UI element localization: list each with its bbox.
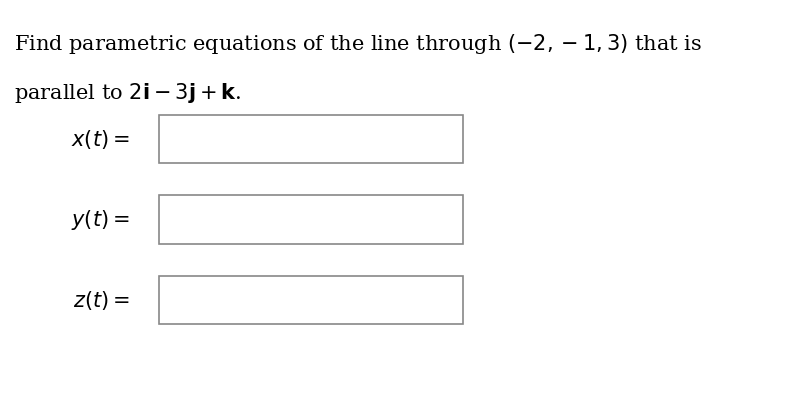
- FancyBboxPatch shape: [159, 276, 463, 324]
- FancyBboxPatch shape: [159, 195, 463, 244]
- Text: $y(t) =$: $y(t) =$: [71, 208, 130, 232]
- Text: $z(t) =$: $z(t) =$: [73, 289, 130, 312]
- Text: Find parametric equations of the line through $(-2, -1, 3)$ that is: Find parametric equations of the line th…: [14, 32, 703, 56]
- FancyBboxPatch shape: [159, 115, 463, 163]
- Text: $x(t) =$: $x(t) =$: [71, 127, 130, 151]
- Text: parallel to $2\mathbf{i} - 3\mathbf{j} + \mathbf{k}$.: parallel to $2\mathbf{i} - 3\mathbf{j} +…: [14, 81, 242, 105]
